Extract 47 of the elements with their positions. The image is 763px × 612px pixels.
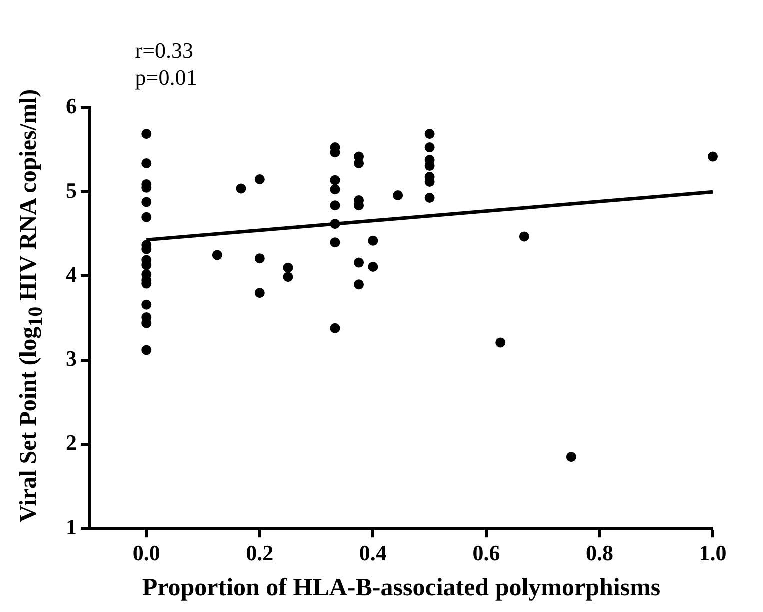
point xyxy=(354,158,364,169)
point xyxy=(142,212,152,222)
point xyxy=(254,288,265,298)
point xyxy=(254,254,265,264)
point xyxy=(330,219,340,230)
point xyxy=(330,238,340,248)
text: p=0.01 xyxy=(135,65,198,90)
point xyxy=(368,262,378,272)
x-tick-label: 0.4 xyxy=(359,540,387,566)
point xyxy=(283,262,294,273)
x-tick-label: 0.0 xyxy=(132,540,160,566)
y-tick-label: 2 xyxy=(66,430,77,456)
point xyxy=(142,300,152,310)
x-tick-label: 0.2 xyxy=(246,540,274,566)
text: r=0.33 xyxy=(135,38,194,63)
point xyxy=(708,152,718,162)
point xyxy=(519,232,530,242)
y-tick-label: 4 xyxy=(66,262,77,287)
point xyxy=(566,452,576,462)
point xyxy=(424,142,435,153)
point xyxy=(424,193,435,204)
x-axis-title: Proportion of HLA-B-associated polymorphisms xyxy=(142,574,661,602)
point xyxy=(354,280,364,290)
point xyxy=(142,197,152,208)
point xyxy=(368,236,378,246)
point xyxy=(254,174,265,184)
point xyxy=(212,250,222,260)
point xyxy=(393,190,404,200)
point xyxy=(496,338,506,348)
y-tick-label: 1 xyxy=(66,514,77,540)
point xyxy=(354,258,364,268)
point xyxy=(330,200,340,211)
point xyxy=(330,175,340,186)
y-tick-label: 6 xyxy=(66,94,77,119)
y-tick-label: 3 xyxy=(66,346,77,372)
x-tick-label: 0.6 xyxy=(472,540,500,566)
point xyxy=(142,158,152,169)
point xyxy=(236,184,246,194)
point xyxy=(330,323,340,334)
point xyxy=(424,129,435,140)
point xyxy=(142,129,152,140)
point xyxy=(283,272,294,282)
y-tick-label: 5 xyxy=(66,178,77,203)
point xyxy=(330,184,340,195)
x-tick-label: 0.8 xyxy=(586,540,614,566)
x-tick-label: 1.0 xyxy=(699,540,727,566)
point xyxy=(142,345,152,356)
